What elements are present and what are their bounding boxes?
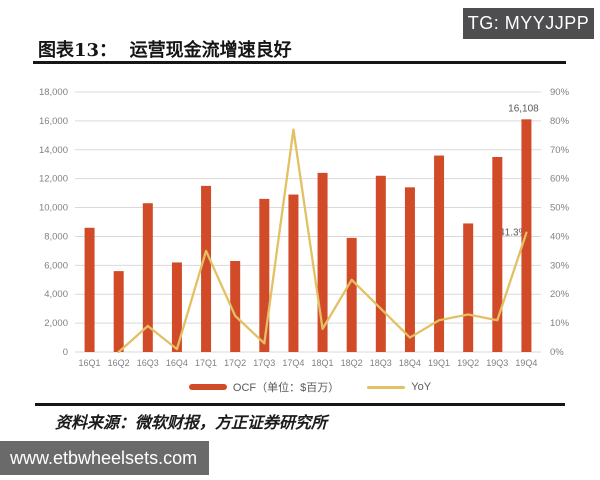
x-axis-label-16Q4: 16Q4 xyxy=(166,358,188,368)
left-axis-tick: 4,000 xyxy=(44,289,68,300)
x-axis-label-16Q1: 16Q1 xyxy=(79,358,101,368)
source-divider xyxy=(35,403,565,406)
source-note: 资料来源：微软财报，方正证券研究所 xyxy=(55,413,328,432)
legend-item-ocf: OCF（单位：$百万） xyxy=(188,379,340,395)
bar-17Q4 xyxy=(288,194,299,352)
right-axis-tick: 40% xyxy=(550,231,570,242)
telegram-watermark-badge: TG: MYYJJPP xyxy=(463,8,594,39)
x-axis-label-17Q4: 17Q4 xyxy=(282,358,304,368)
right-axis-tick: 60% xyxy=(550,174,570,185)
x-axis-label-19Q4: 19Q4 xyxy=(515,358,537,368)
legend-label-yoy: YoY xyxy=(411,381,432,393)
left-axis-tick: 16,000 xyxy=(39,116,68,127)
figure-title: 图表13： 运营现金流增速良好 xyxy=(38,40,292,61)
x-axis-label-18Q3: 18Q3 xyxy=(370,358,392,368)
title-underline xyxy=(33,61,566,64)
bar-16Q4 xyxy=(171,262,182,352)
bar-16Q3 xyxy=(142,203,153,352)
legend-label-ocf: OCF（单位：$百万） xyxy=(232,382,340,394)
left-axis-tick: 8,000 xyxy=(44,231,68,242)
right-axis-tick: 30% xyxy=(550,260,570,271)
bar-16Q1 xyxy=(84,227,95,352)
right-axis-tick: 0% xyxy=(550,347,564,358)
ocf-yoy-chart: 0 0% 2,000 10% 4,000 20% 6,000 30% 8,000 40% 10,00… xyxy=(39,87,570,368)
yoy-line xyxy=(117,128,528,354)
bar-19Q1 xyxy=(434,155,445,352)
bar-18Q2 xyxy=(346,237,357,352)
yoy-line-swatch-icon xyxy=(367,385,406,389)
right-axis-tick: 90% xyxy=(550,87,570,98)
x-axis-label-19Q3: 19Q3 xyxy=(486,358,508,368)
left-axis-tick: 14,000 xyxy=(39,145,68,156)
left-axis-tick: 0 xyxy=(63,347,68,358)
left-axis-tick: 6,000 xyxy=(44,260,68,271)
site-watermark: www.etbwheelsets.com xyxy=(0,441,209,475)
yoy-annotation: 41.3% xyxy=(499,228,527,239)
x-axis-label-16Q2: 16Q2 xyxy=(108,358,130,368)
x-axis-label-19Q1: 19Q1 xyxy=(428,358,450,368)
left-axis-tick: 12,000 xyxy=(39,174,68,185)
bar-19Q2 xyxy=(463,223,474,352)
bar-19Q3 xyxy=(492,157,503,352)
bar-18Q3 xyxy=(375,175,386,352)
bar-18Q4 xyxy=(404,187,415,352)
x-axis-label-16Q3: 16Q3 xyxy=(137,358,159,368)
right-axis-tick: 80% xyxy=(550,116,570,127)
legend-item-yoy: YoY xyxy=(367,381,431,393)
left-axis-tick: 2,000 xyxy=(44,318,68,329)
ocf-annotation: 16,108 xyxy=(508,103,539,114)
x-axis-label-17Q2: 17Q2 xyxy=(224,358,246,368)
right-axis-tick: 20% xyxy=(550,289,570,300)
right-axis-tick: 70% xyxy=(550,145,570,156)
ocf-bar-swatch-icon xyxy=(188,384,227,390)
left-axis-tick: 10,000 xyxy=(39,203,68,214)
x-axis-label-18Q4: 18Q4 xyxy=(399,358,421,368)
chart-legend: OCF（单位：$百万） YoY xyxy=(30,379,590,395)
right-axis-tick: 10% xyxy=(550,318,570,329)
right-axis-tick: 50% xyxy=(550,203,570,214)
bar-17Q1 xyxy=(201,185,212,352)
bar-16Q2 xyxy=(113,271,124,352)
x-axis-label-18Q1: 18Q1 xyxy=(312,358,334,368)
bar-17Q2 xyxy=(230,261,241,352)
x-axis-label-18Q2: 18Q2 xyxy=(341,358,363,368)
left-axis-tick: 18,000 xyxy=(39,87,68,98)
x-axis-label-17Q3: 17Q3 xyxy=(253,358,275,368)
bar-18Q1 xyxy=(317,172,328,352)
x-axis-label-19Q2: 19Q2 xyxy=(457,358,479,368)
x-axis-label-17Q1: 17Q1 xyxy=(195,358,217,368)
bar-17Q3 xyxy=(259,198,270,352)
